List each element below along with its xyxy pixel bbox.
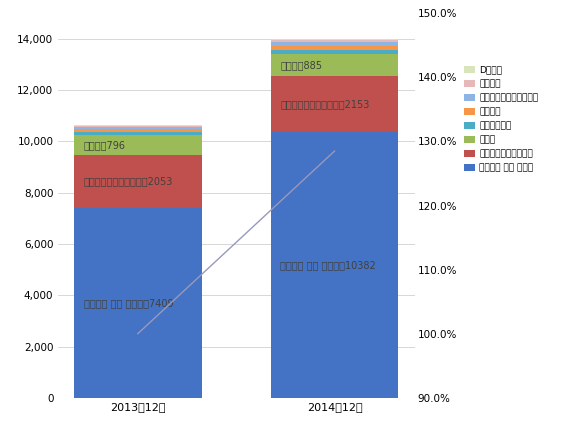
Bar	[271, 76, 399, 132]
Bar	[74, 208, 202, 398]
Text: カレコ，885: カレコ，885	[281, 60, 323, 70]
Text: タイムズ カー プラス，7409: タイムズ カー プラス，7409	[84, 298, 173, 308]
Text: タイムズ カー プラス，10382: タイムズ カー プラス，10382	[281, 260, 376, 270]
Bar	[271, 50, 399, 54]
Bar	[74, 155, 202, 208]
Bar	[74, 127, 202, 130]
Bar	[271, 39, 399, 40]
Legend: Dシェア, エコロカ, カーシェアリング・ワン, カリテコ, アース・カー, カレコ, オリックスカーシェア, タイムズ カー プラス: Dシェア, エコロカ, カーシェアリング・ワン, カリテコ, アース・カー, カ…	[462, 64, 540, 174]
Bar	[271, 54, 399, 76]
Bar	[74, 135, 202, 155]
Bar	[74, 130, 202, 132]
Bar	[271, 132, 399, 398]
Text: オリックスカーシェア，2153: オリックスカーシェア，2153	[281, 99, 370, 109]
Bar	[271, 46, 399, 50]
Bar	[74, 132, 202, 135]
Text: オリックスカーシェア，2053: オリックスカーシェア，2053	[84, 176, 173, 187]
Bar	[271, 42, 399, 46]
Bar	[74, 126, 202, 127]
Text: カレコ，796: カレコ，796	[84, 140, 126, 150]
Bar	[271, 40, 399, 42]
